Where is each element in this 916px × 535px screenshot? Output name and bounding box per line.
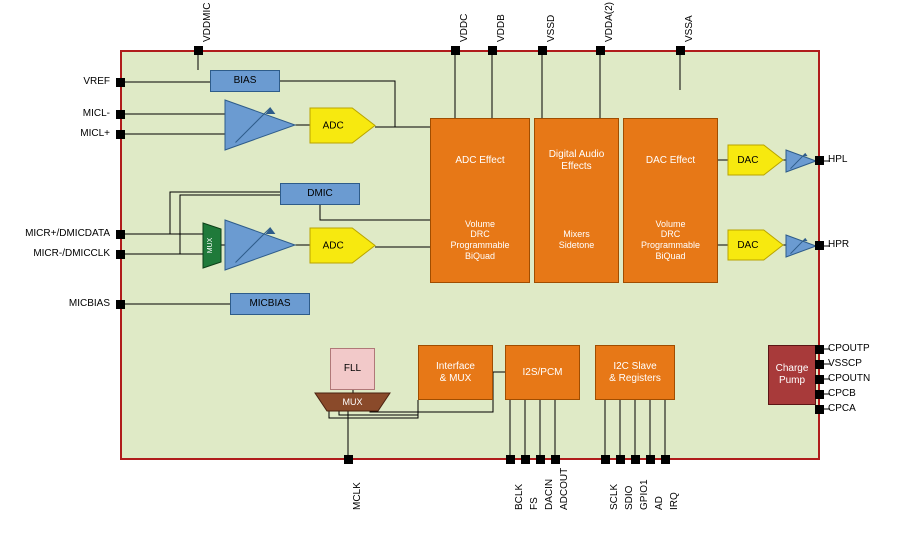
- label-VDDB: VDDB: [496, 14, 507, 42]
- pin-BCLK: [506, 455, 515, 464]
- pin-HPL: [815, 156, 824, 165]
- pin-DACIN: [536, 455, 545, 464]
- label-HPR: HPR: [828, 239, 849, 250]
- block-i2c: I2C Slave & Registers: [595, 345, 675, 400]
- label-DACIN: DACIN: [544, 479, 555, 510]
- label-CPCB: CPCB: [828, 388, 856, 399]
- label-MICL-: MICL-: [0, 108, 110, 119]
- label-VSSA: VSSA: [684, 15, 695, 42]
- pin-HPR: [815, 241, 824, 250]
- label-IRQ: IRQ: [669, 492, 680, 510]
- label-VDDC: VDDC: [459, 14, 470, 42]
- pin-FS: [521, 455, 530, 464]
- label-MICBIAS: MICBIAS: [0, 298, 110, 309]
- pin-VDDC: [451, 46, 460, 55]
- pin-VDDB: [488, 46, 497, 55]
- pin-MICL+: [116, 130, 125, 139]
- pin-CPOUTP: [815, 345, 824, 354]
- pin-IRQ: [661, 455, 670, 464]
- label-VREF: VREF: [0, 76, 110, 87]
- pin-CPCA: [815, 405, 824, 414]
- block-dsp_adc: ADC EffectVolume DRC Programmable BiQuad: [430, 118, 530, 283]
- block-bias: BIAS: [210, 70, 280, 92]
- label-MICL+: MICL+: [0, 128, 110, 139]
- label-VDDMIC: VDDMIC: [202, 3, 213, 42]
- pin-MICBIAS: [116, 300, 125, 309]
- pin-ADCOUT: [551, 455, 560, 464]
- pin-MICR-/DMICCLK: [116, 250, 125, 259]
- label-SCLK: SCLK: [609, 484, 620, 510]
- label-BCLK: BCLK: [514, 484, 525, 510]
- block-dsp_dac: DAC EffectVolume DRC Programmable BiQuad: [623, 118, 718, 283]
- label-FS: FS: [529, 497, 540, 510]
- label-CPCA: CPCA: [828, 403, 856, 414]
- block-dsp_mix: Digital Audio EffectsMixers Sidetone: [534, 118, 619, 283]
- pin-VDDA(2): [596, 46, 605, 55]
- pin-VSSCP: [815, 360, 824, 369]
- pin-CPCB: [815, 390, 824, 399]
- label-SDIO: SDIO: [624, 486, 635, 510]
- label-VSSCP: VSSCP: [828, 358, 862, 369]
- label-ADCOUT: ADCOUT: [559, 468, 570, 510]
- pin-VREF: [116, 78, 125, 87]
- pin-SCLK: [601, 455, 610, 464]
- block-fll: FLL: [330, 348, 375, 390]
- label-VSSD: VSSD: [546, 15, 557, 42]
- label-AD: AD: [654, 496, 665, 510]
- label-MICR+/DMICDATA: MICR+/DMICDATA: [0, 228, 110, 239]
- pin-VDDMIC: [194, 46, 203, 55]
- label-MICR-/DMICCLK: MICR-/DMICCLK: [0, 248, 110, 259]
- block-cpump: Charge Pump: [768, 345, 816, 405]
- label-GPIO1: GPIO1: [639, 479, 650, 510]
- pin-MICL-: [116, 110, 125, 119]
- label-HPL: HPL: [828, 154, 847, 165]
- block-iface: Interface & MUX: [418, 345, 493, 400]
- pin-MICR+/DMICDATA: [116, 230, 125, 239]
- block-micbias: MICBIAS: [230, 293, 310, 315]
- label-CPOUTP: CPOUTP: [828, 343, 870, 354]
- pin-CPOUTN: [815, 375, 824, 384]
- pin-VSSA: [676, 46, 685, 55]
- pin-MCLK: [344, 455, 353, 464]
- block-i2s: I2S/PCM: [505, 345, 580, 400]
- block-dmic: DMIC: [280, 183, 360, 205]
- pin-AD: [646, 455, 655, 464]
- label-CPOUTN: CPOUTN: [828, 373, 870, 384]
- label-MCLK: MCLK: [352, 482, 363, 510]
- pin-VSSD: [538, 46, 547, 55]
- label-VDDA(2): VDDA(2): [604, 2, 615, 42]
- pin-GPIO1: [631, 455, 640, 464]
- pin-SDIO: [616, 455, 625, 464]
